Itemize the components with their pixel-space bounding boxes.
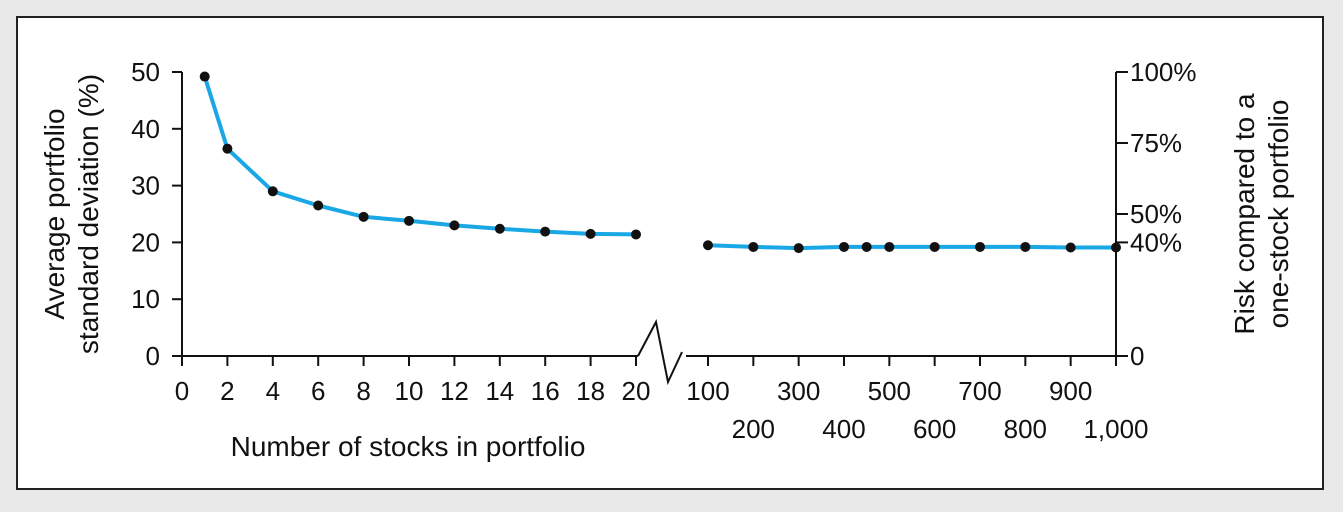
y2-tick-label: 0 bbox=[1130, 341, 1144, 371]
series-right-point bbox=[929, 241, 940, 252]
x-tick-labels: 0 2 4 6 8 10 12 14 16 18 20 100 300 500 700 900 200 400 60… bbox=[175, 356, 1149, 444]
series-left-point bbox=[540, 226, 551, 237]
y-tick-label: 30 bbox=[131, 171, 160, 201]
series-left-point bbox=[585, 228, 596, 239]
series-left-point bbox=[358, 211, 369, 222]
series-right-line bbox=[707, 243, 1116, 251]
series-left-point bbox=[313, 200, 324, 211]
y-tick-label: 10 bbox=[131, 284, 160, 314]
x-tick-label: 2 bbox=[220, 376, 234, 406]
series-left-point bbox=[222, 143, 233, 154]
axis-break-mark bbox=[637, 319, 683, 386]
x-tick-label: 12 bbox=[440, 376, 469, 406]
x-tick-label: 10 bbox=[395, 376, 424, 406]
axis-titles: Number of stocks in portfolio Average por… bbox=[39, 74, 1294, 462]
y-axis-title-line: Average portfolio bbox=[39, 108, 70, 319]
y2-tick-label: 100% bbox=[1130, 57, 1197, 87]
y2-axis-title-line: Risk compared to a bbox=[1229, 93, 1260, 335]
y-tick-label: 50 bbox=[131, 57, 160, 87]
x-tick-label: 900 bbox=[1049, 376, 1092, 406]
x-tick-label: 700 bbox=[958, 376, 1001, 406]
series-right-point bbox=[793, 243, 804, 254]
series-left-point bbox=[199, 71, 210, 82]
series-right-point bbox=[861, 241, 872, 252]
y2-axis-title: Risk compared to a one-stock portfolio bbox=[1229, 93, 1294, 335]
x-tick-label: 18 bbox=[576, 376, 605, 406]
series-left-point bbox=[494, 223, 505, 234]
y2-tick-label: 40% bbox=[1130, 227, 1182, 257]
diversification-chart: 0 10 20 30 40 50 100% 75% 50%40% 0 0 2 4 6 8 10 12 14 16… bbox=[39, 57, 1294, 462]
series-left-point bbox=[631, 229, 641, 240]
y-tick-label: 20 bbox=[131, 227, 160, 257]
x-tick-label: 200 bbox=[732, 414, 775, 444]
x-tick-label: 20 bbox=[622, 376, 651, 406]
x-tick-label: 6 bbox=[311, 376, 325, 406]
y2-tick-labels: 100% 75% 50%40% 0 bbox=[1116, 57, 1197, 371]
x-tick-label: 500 bbox=[868, 376, 911, 406]
x-tick-label: 100 bbox=[686, 376, 729, 406]
x-tick-label: 300 bbox=[777, 376, 820, 406]
series-left-point bbox=[449, 220, 460, 231]
x-tick-label: 14 bbox=[485, 376, 514, 406]
axes bbox=[181, 72, 1117, 386]
chart-frame: 0 10 20 30 40 50 100% 75% 50% 40% 0 0 2 4 6 8 10 12 14 16… bbox=[16, 16, 1324, 490]
x-tick-label: 600 bbox=[913, 414, 956, 444]
y2-axis-title-line: one-stock portfolio bbox=[1263, 100, 1294, 329]
y-axis-title: Average portfolio standard deviation (%) bbox=[39, 74, 104, 354]
series-right-point bbox=[884, 241, 895, 252]
series-right-point bbox=[1111, 242, 1121, 253]
y-tick-label: 40 bbox=[131, 114, 160, 144]
series-right-point bbox=[748, 241, 759, 252]
y-tick-labels: 0 10 20 30 40 50 bbox=[131, 57, 182, 371]
x-tick-label: 400 bbox=[822, 414, 865, 444]
series-right-point bbox=[703, 240, 713, 251]
x-tick-label: 800 bbox=[1004, 414, 1047, 444]
x-axis-title: Number of stocks in portfolio bbox=[231, 431, 586, 462]
x-tick-label: 8 bbox=[356, 376, 370, 406]
x-tick-label: 1,000 bbox=[1083, 414, 1148, 444]
x-tick-label: 0 bbox=[175, 376, 189, 406]
series bbox=[199, 71, 1121, 254]
x-tick-label: 4 bbox=[266, 376, 280, 406]
series-left-point bbox=[404, 215, 414, 226]
y-axis-title-line: standard deviation (%) bbox=[73, 74, 104, 354]
y-tick-label: 0 bbox=[146, 341, 160, 371]
x-tick-label: 16 bbox=[531, 376, 560, 406]
series-right-point bbox=[1065, 242, 1076, 253]
series-left-line bbox=[202, 75, 637, 237]
series-left-point bbox=[267, 186, 278, 197]
series-right-point bbox=[1020, 241, 1031, 252]
y2-tick-label: 50% bbox=[1130, 199, 1182, 229]
series-right-point bbox=[975, 241, 985, 252]
series-right-point bbox=[839, 241, 849, 252]
y2-tick-label: 75% bbox=[1130, 128, 1182, 158]
